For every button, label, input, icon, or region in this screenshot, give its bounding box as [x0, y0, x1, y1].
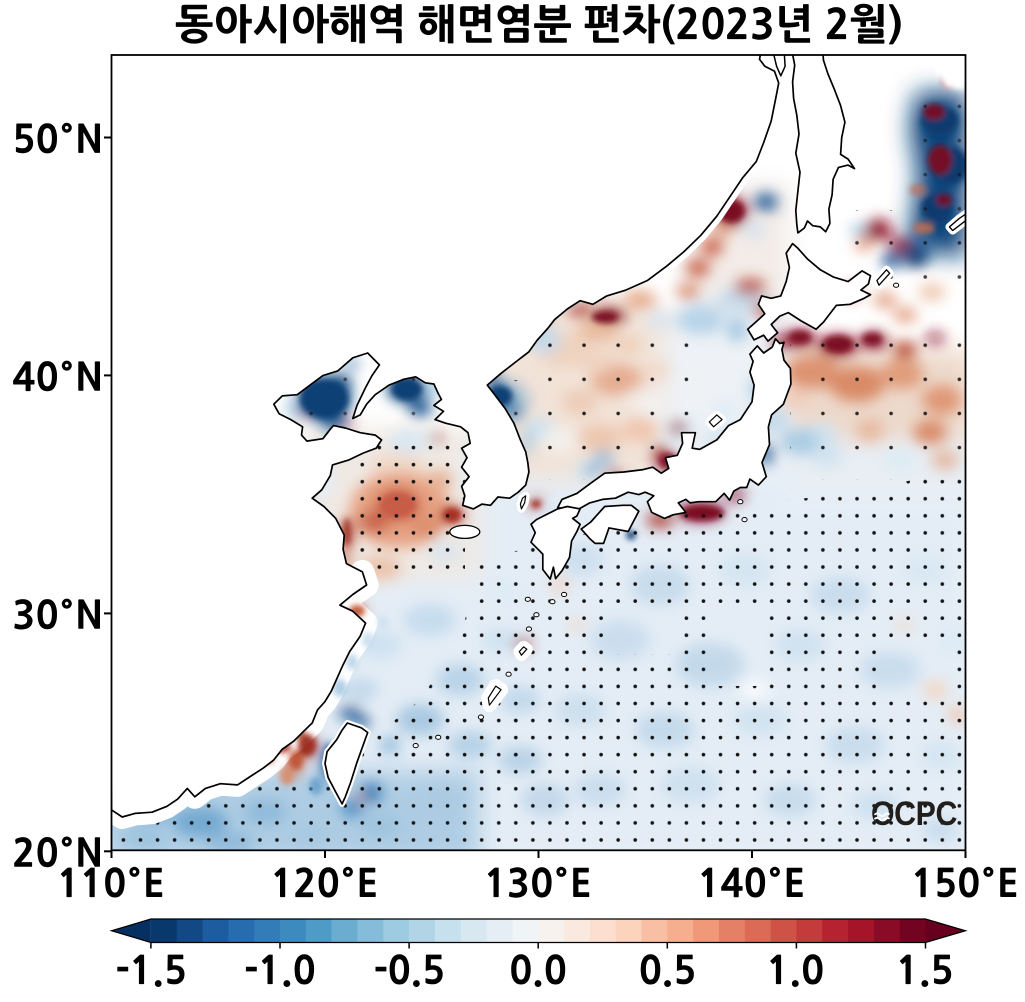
svg-text:OCPC: OCPC [871, 794, 957, 832]
